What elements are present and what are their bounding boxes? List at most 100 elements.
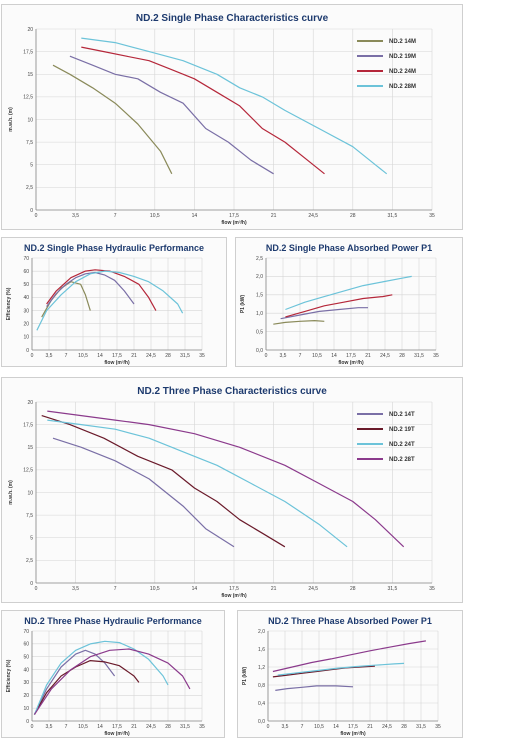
x-tick-label: 3,5 <box>46 724 53 730</box>
x-tick-label: 7 <box>65 724 68 730</box>
legend-label: ND.2 14T <box>389 412 415 418</box>
series-line-3 <box>81 46 325 175</box>
legend-label: ND.2 14M <box>389 39 416 45</box>
y-tick-label: 0,5 <box>256 329 263 335</box>
x-tick-label: 17,5 <box>112 724 122 730</box>
series-line-3 <box>33 640 169 715</box>
y-tick-label: 0,8 <box>258 683 265 689</box>
x-tick-label: 17,5 <box>346 353 356 359</box>
x-tick-label: 0 <box>35 213 38 219</box>
y-tick-label: 40 <box>23 667 29 673</box>
chart-title: ND.2 Three Phase Absorbed Power P1 <box>268 616 432 626</box>
y-tick-label: 10 <box>27 490 33 496</box>
y-tick-label: 2,5 <box>256 256 263 262</box>
x-tick-label: 31,5 <box>414 353 424 359</box>
y-tick-label: 20 <box>27 27 33 33</box>
x-tick-label: 35 <box>429 213 435 219</box>
x-axis-label: flow (m³/h) <box>221 593 247 599</box>
x-tick-label: 14 <box>192 213 198 219</box>
x-tick-label: 21 <box>367 724 373 730</box>
series-line-3 <box>285 294 393 318</box>
x-axis-label: flow (m³/h) <box>104 360 130 366</box>
chart-svg: 0 3,5 7 10,5 14 17,5 21 24,5 28 31,5 35 0 10 20 30 40 50… <box>6 629 205 737</box>
x-tick-label: 7 <box>114 213 117 219</box>
chart-panel-single-phase-hydraulic: ND.2 Single Phase Hydraulic Performance … <box>1 237 227 367</box>
series-line-4 <box>272 640 426 673</box>
chart-panel-single-phase-power: ND.2 Single Phase Absorbed Power P1 0 3,5… <box>235 237 463 367</box>
x-tick-label: 21 <box>365 353 371 359</box>
chart-title: ND.2 Single Phase Hydraulic Performance <box>23 243 205 253</box>
chart-title: ND.2 Single Phase Characteristics curve <box>135 13 329 24</box>
series-line-2 <box>46 271 135 307</box>
y-tick-label: 60 <box>23 642 29 648</box>
legend-label: ND.2 19M <box>389 54 416 60</box>
series-line-2 <box>41 415 286 548</box>
x-tick-label: 24,5 <box>380 353 390 359</box>
x-tick-label: 7 <box>65 353 68 359</box>
x-tick-label: 35 <box>199 724 205 730</box>
x-tick-label: 21 <box>131 353 137 359</box>
y-tick-label: 0,4 <box>258 701 265 707</box>
x-tick-label: 31,5 <box>388 213 398 219</box>
x-tick-label: 0 <box>267 724 270 730</box>
series-line-4 <box>81 37 388 175</box>
x-tick-label: 24,5 <box>146 724 156 730</box>
series-line-1 <box>52 64 173 175</box>
x-tick-label: 10,5 <box>314 724 324 730</box>
y-tick-label: 5 <box>30 163 33 169</box>
chart-panel-single-phase-characteristics: ND.2 Single Phase Characteristics curve … <box>1 4 463 230</box>
x-tick-label: 21 <box>271 586 277 592</box>
x-tick-label: 24,5 <box>146 353 156 359</box>
y-axis-label: m.w.h. (m) <box>8 107 14 132</box>
x-tick-label: 10,5 <box>78 724 88 730</box>
x-tick-label: 35 <box>435 724 441 730</box>
x-tick-label: 31,5 <box>180 353 190 359</box>
legend-label: ND.2 28M <box>389 84 416 90</box>
series-line-3 <box>47 419 348 548</box>
y-tick-label: 1,0 <box>256 311 263 317</box>
x-tick-label: 3,5 <box>282 724 289 730</box>
x-tick-label: 0 <box>31 353 34 359</box>
chart-svg: 0 3,5 7 10,5 14 17,5 21 24,5 28 31,5 35 0 10 20 30 40 50… <box>6 256 205 366</box>
y-tick-label: 0 <box>26 348 29 354</box>
y-tick-label: 15 <box>27 445 33 451</box>
x-tick-label: 28 <box>350 586 356 592</box>
series-line-3 <box>277 662 405 676</box>
y-tick-label: 10 <box>23 706 29 712</box>
legend-label: ND.2 19T <box>389 427 415 433</box>
series-line-2 <box>69 55 274 175</box>
x-tick-label: 17,5 <box>348 724 358 730</box>
x-axis-label: flow (m³/h) <box>221 220 247 226</box>
y-axis-label: Efficiency (%) <box>6 659 12 692</box>
x-tick-label: 10,5 <box>312 353 322 359</box>
series-line-2 <box>272 665 375 678</box>
x-tick-label: 31,5 <box>416 724 426 730</box>
x-tick-label: 24,5 <box>308 213 318 219</box>
series-line-4 <box>285 275 412 311</box>
series-line-1 <box>52 437 235 548</box>
x-axis-label: flow (m³/h) <box>338 360 364 366</box>
x-tick-label: 28 <box>399 353 405 359</box>
y-tick-label: 1,6 <box>258 647 265 653</box>
y-tick-label: 2,0 <box>256 274 263 280</box>
y-tick-label: 7,5 <box>26 513 33 519</box>
y-tick-label: 2,0 <box>258 629 265 635</box>
y-tick-label: 0 <box>26 719 29 725</box>
chart-title: ND.2 Three Phase Hydraulic Performance <box>24 616 202 626</box>
x-tick-label: 7 <box>114 586 117 592</box>
x-axis-label: flow (m³/h) <box>340 731 366 737</box>
x-tick-label: 14 <box>192 586 198 592</box>
chart-svg: 0 3,5 7 10,5 14 17,5 21 24,5 28 31,5 35 0 2,5 5 7,5 10 1… <box>8 27 435 226</box>
x-tick-label: 31,5 <box>180 724 190 730</box>
chart-title: ND.2 Single Phase Absorbed Power P1 <box>265 243 433 253</box>
x-tick-label: 21 <box>271 213 277 219</box>
y-tick-label: 40 <box>23 295 29 301</box>
y-axis-label: P1 (kW) <box>242 667 248 686</box>
x-axis-label: flow (m³/h) <box>104 731 130 737</box>
x-tick-label: 21 <box>131 724 137 730</box>
x-tick-label: 14 <box>331 353 337 359</box>
x-tick-label: 0 <box>265 353 268 359</box>
y-axis-label: m.w.h. (m) <box>8 480 14 505</box>
y-tick-label: 17,5 <box>23 422 33 428</box>
legend-label: ND.2 28T <box>389 457 415 463</box>
